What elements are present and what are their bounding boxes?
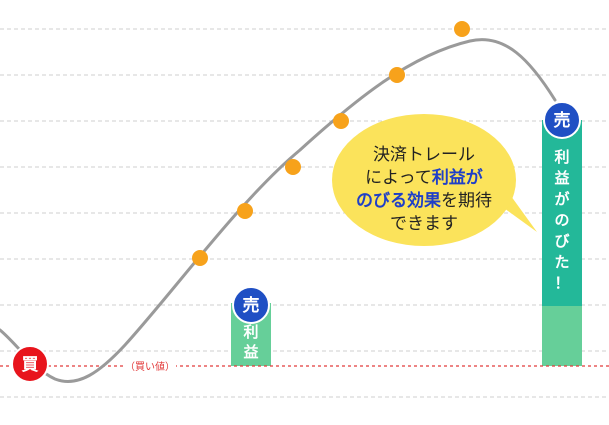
trailing-stop-dot-icon: [333, 113, 349, 129]
trailing-stop-dot-icon: [192, 250, 208, 266]
horizontal-gridlines: [0, 28, 609, 398]
buy-price-label: （買い値）: [125, 360, 175, 373]
big-bar-char: び: [554, 232, 569, 250]
big-bar-char: の: [554, 211, 569, 229]
big-bar-text: 利 益 が の び た ！: [554, 148, 570, 292]
sell-marker-icon: [543, 101, 581, 139]
bubble-line-1: 決済トレール: [373, 145, 475, 165]
big-profit-bar-lower: [542, 306, 582, 366]
bubble-line-2: によって利益が: [365, 167, 483, 188]
buy-marker-label: 買: [22, 355, 39, 375]
big-bar-char: 利: [554, 148, 569, 166]
small-bar-char: 益: [243, 343, 258, 361]
trailing-stop-dots: [192, 21, 470, 266]
buy-marker-icon: [11, 345, 49, 383]
small-bar-char: 利: [243, 323, 258, 341]
big-bar-char: が: [554, 190, 570, 208]
big-profit-bar-upper: [542, 120, 582, 306]
speech-bubble: 決済トレール によって利益が のびる効果を期待 できます: [332, 114, 537, 246]
sell-marker-label: 売: [243, 295, 260, 316]
big-bar-char: た: [554, 253, 569, 271]
bubble-line-3-suffix: を期待: [441, 191, 492, 211]
buy-price-label-bg: [124, 360, 176, 373]
bubble-line-3-emphasis: のびる効果: [356, 190, 441, 211]
trailing-stop-dot-icon: [285, 159, 301, 175]
bubble-line-4: できます: [390, 214, 458, 234]
bubble-line-2-prefix: によって: [365, 168, 432, 188]
trailing-stop-dot-icon: [389, 67, 405, 83]
bubble-line-3: のびる効果を期待: [356, 190, 492, 211]
big-bar-char: ！: [554, 274, 569, 292]
trailing-stop-dot-icon: [237, 203, 253, 219]
trailing-stop-dot-icon: [454, 21, 470, 37]
big-bar-char: 益: [554, 169, 569, 187]
bubble-line-2-emphasis: 利益が: [432, 167, 483, 188]
sell-marker-label: 売: [554, 110, 571, 131]
speech-bubble-body: [332, 114, 516, 246]
sell-marker-icon: [232, 286, 270, 324]
price-curve: [0, 38, 557, 384]
